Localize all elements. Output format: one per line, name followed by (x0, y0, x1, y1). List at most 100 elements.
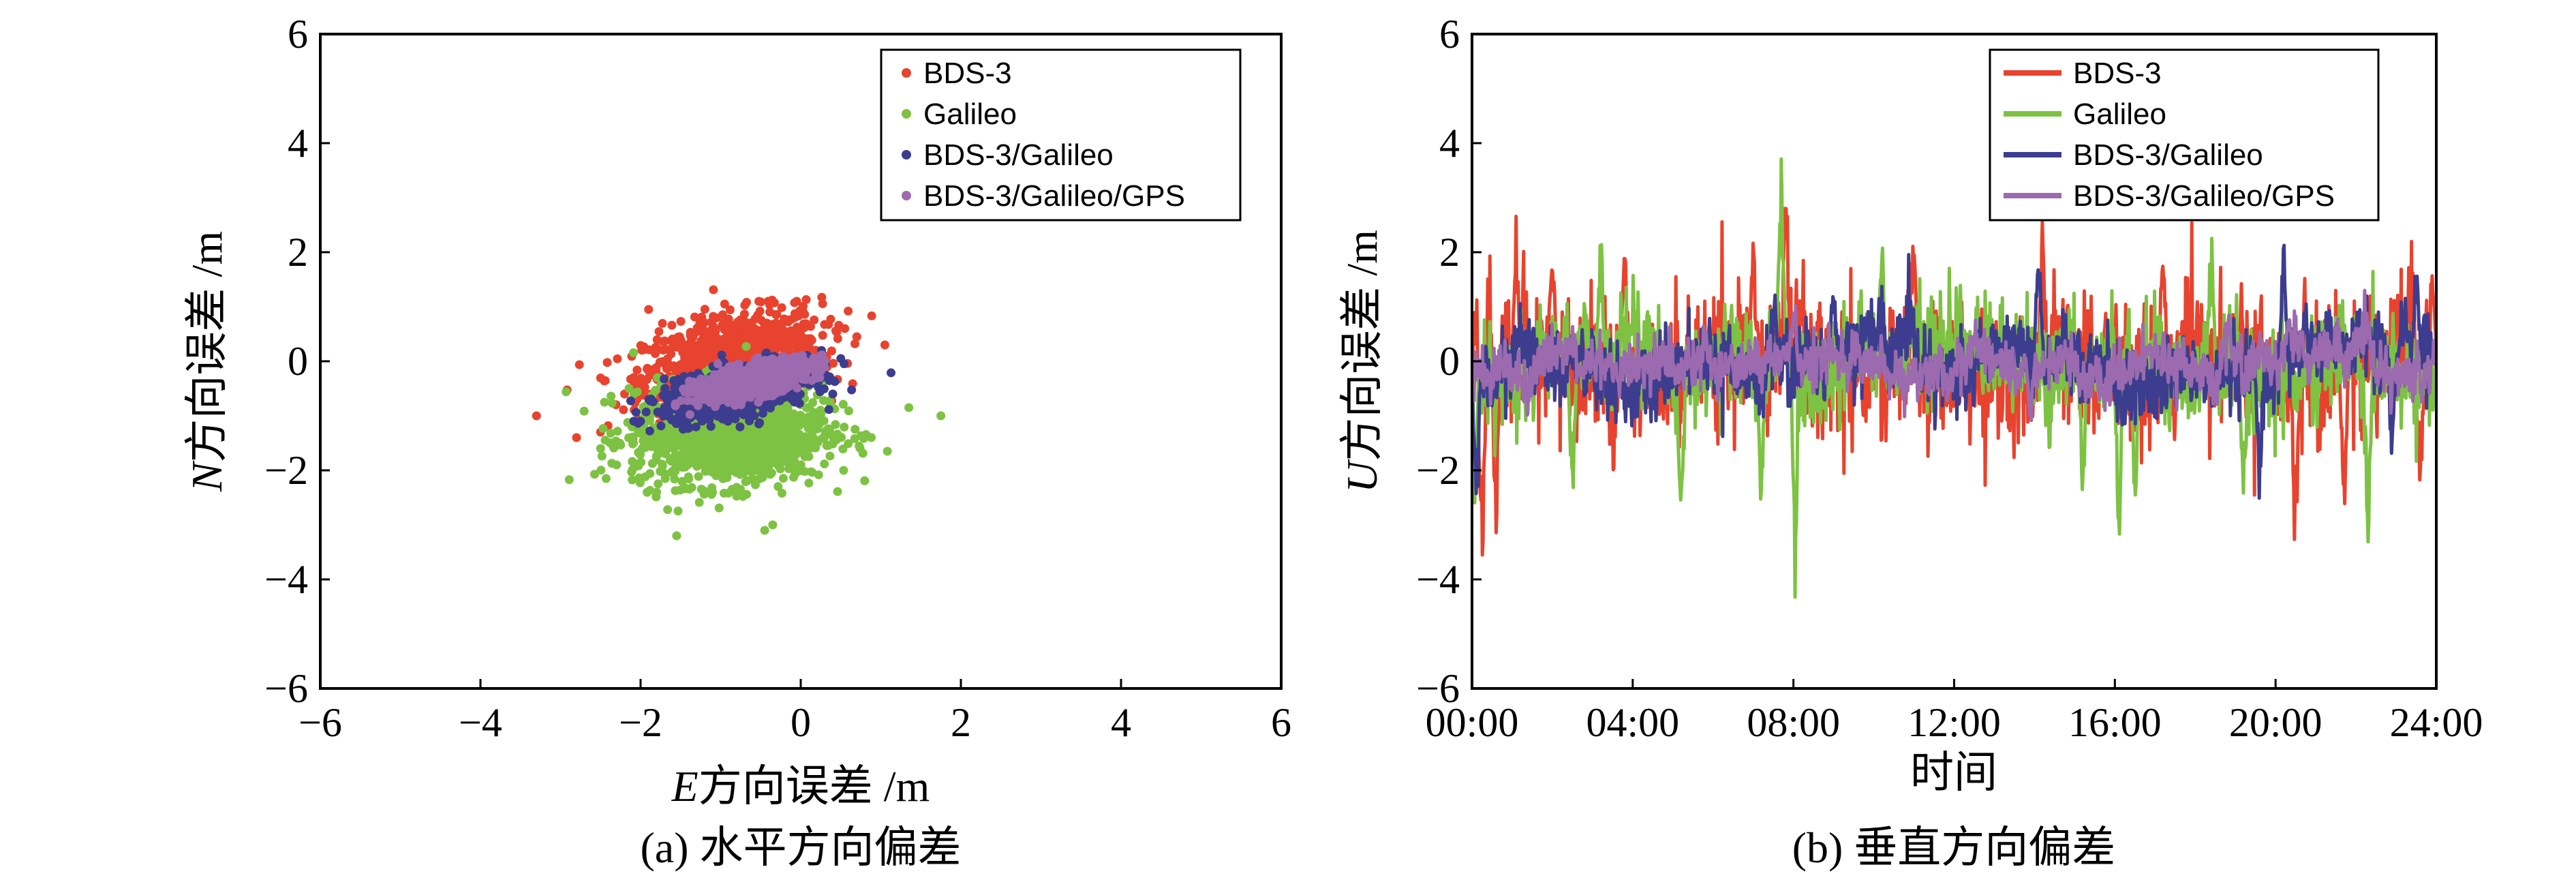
scatter-point (753, 353, 763, 363)
scatter-point (796, 436, 806, 445)
scatter-point (653, 373, 662, 382)
scatter-point (596, 466, 606, 475)
scatter-point (806, 443, 815, 453)
scatter-point (793, 383, 802, 393)
scatter-point (808, 398, 818, 408)
scatter-point (654, 479, 663, 489)
scatter-point (772, 309, 782, 319)
y-tick-label: 4 (1439, 121, 1460, 166)
y-axis-label-b: U方向误差 /m (1338, 230, 1386, 493)
scatter-point (803, 423, 813, 433)
scatter-point (654, 327, 664, 336)
scatter-point (844, 406, 853, 416)
x-tick-label: 12:00 (1907, 700, 2001, 745)
axis-ticks-b: 00:00 04:00 08:00 12:00 16:00 20:00 24:00 −6 −4 −… (1416, 12, 2483, 745)
scatter-point (729, 344, 739, 354)
scatter-point (802, 403, 812, 412)
scatter-point (691, 422, 701, 431)
scatter-point (629, 389, 639, 399)
scatter-point (675, 457, 685, 466)
scatter-point (675, 410, 684, 419)
scatter-point (694, 472, 703, 481)
y-tick-label: −4 (264, 557, 308, 602)
scatter-point (833, 487, 842, 496)
y-tick-label: −6 (1416, 666, 1460, 711)
legend-label: Galileo (2073, 97, 2166, 131)
scatter-point (859, 434, 869, 443)
scatter-point (844, 306, 853, 316)
scatter-point (827, 346, 836, 356)
scatter-point (717, 350, 726, 360)
legend-label: BDS-3/Galileo (923, 138, 1114, 172)
scatter-point (784, 363, 793, 372)
scatter-point (820, 459, 829, 469)
scatter-point (725, 305, 735, 315)
scatter-point (628, 457, 637, 466)
scatter-point (860, 476, 870, 485)
scatter-point (804, 479, 814, 488)
scatter-point (824, 405, 833, 414)
scatter-point (760, 526, 769, 535)
scatter-point (795, 306, 805, 316)
scatter-point (596, 373, 605, 382)
scatter-point (701, 352, 710, 361)
scatter-point (628, 439, 637, 449)
scatter-point (651, 438, 661, 448)
scatter-point (773, 420, 783, 429)
scatter-point (788, 329, 798, 339)
legend-label: BDS-3/Galileo/GPS (2073, 179, 2335, 213)
scatter-point (675, 485, 685, 495)
scatter-point (753, 310, 763, 320)
scatter-point (681, 356, 691, 366)
scatter-point (694, 327, 704, 336)
scatter-point (739, 309, 749, 319)
x-tick-label: −4 (459, 700, 502, 745)
scatter-point (690, 397, 699, 406)
scatter-point (784, 464, 794, 474)
scatter-point (832, 327, 842, 337)
x-tick-label: 2 (951, 700, 971, 745)
scatter-point (694, 498, 704, 507)
scatter-point (850, 434, 859, 443)
scatter-point (850, 339, 859, 348)
scatter-point (713, 381, 722, 391)
y-tick-label: 4 (288, 121, 308, 166)
scatter-point (733, 350, 742, 360)
scatter-point (705, 327, 715, 336)
scatter-point (824, 424, 833, 434)
scatter-point (732, 483, 741, 492)
scatter-point (826, 314, 835, 324)
scatter-point (757, 457, 767, 467)
scatter-point (686, 331, 695, 340)
scatter-point (768, 354, 778, 364)
scatter-point (688, 457, 698, 467)
y-axis-label-a: N方向误差 /m (183, 231, 231, 492)
y-tick-label: 6 (288, 12, 308, 57)
scatter-point (660, 439, 670, 449)
scatter-point (803, 334, 812, 344)
scatter-point (608, 440, 617, 450)
scatter-point (626, 396, 635, 406)
x-tick-label: −2 (619, 700, 662, 745)
scatter-point (707, 335, 716, 345)
scatter-point (778, 406, 788, 416)
scatter-point (718, 467, 728, 476)
scatter-point (762, 331, 771, 340)
scatter-point (784, 317, 793, 327)
scatter-point (656, 421, 666, 431)
scatter-point (791, 469, 800, 479)
y-tick-label: 2 (1439, 230, 1460, 275)
scatter-point (840, 423, 849, 432)
scatter-point (808, 433, 818, 442)
x-axis-label-b: 时间 (1910, 748, 1997, 797)
scatter-point (786, 374, 796, 384)
scatter-point (769, 328, 778, 337)
scatter-point (532, 411, 541, 421)
legend-label: Galileo (923, 97, 1017, 131)
scatter-point (800, 467, 810, 476)
scatter-point (645, 426, 654, 436)
scatter-point (651, 349, 660, 359)
scatter-point (750, 324, 759, 333)
scatter-point (670, 474, 679, 484)
